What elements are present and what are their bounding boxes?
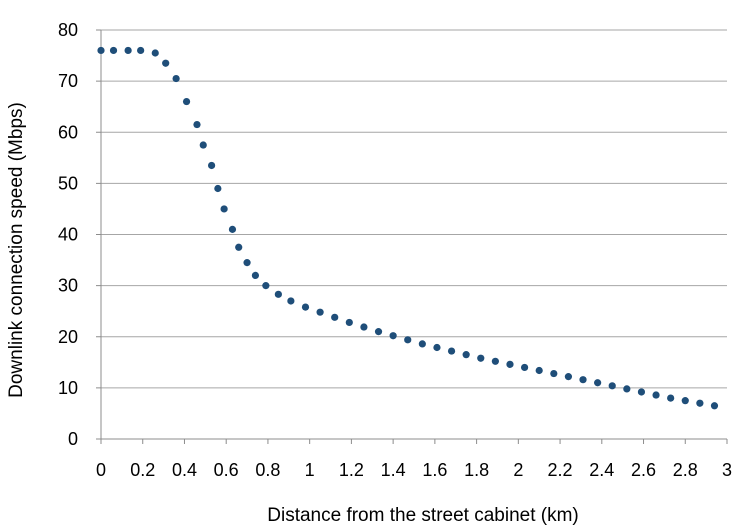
data-point [477, 354, 485, 362]
data-point [287, 297, 295, 305]
y-tick-label: 20 [58, 327, 78, 347]
x-tick-label: 1.2 [339, 460, 364, 480]
data-point [462, 351, 470, 359]
x-tick-label: 3 [722, 460, 732, 480]
data-point [137, 46, 145, 55]
data-point [520, 363, 529, 372]
data-point [151, 49, 159, 57]
data-point [331, 313, 339, 321]
data-point [374, 328, 383, 336]
x-tick-labels: 0 0.2 0.4 0.6 0.8 1 1.2 1.4 1.6 1.8 2 2.2 2.4 2.6 2.8 3 [96, 460, 732, 480]
data-point [243, 259, 251, 267]
x-tick-label: 0.4 [172, 460, 197, 480]
y-tick-label: 30 [58, 276, 78, 296]
x-tick-label: 2.2 [548, 460, 573, 480]
data-point [193, 120, 201, 129]
data-point [681, 397, 689, 405]
data-point [199, 141, 207, 149]
data-point [623, 385, 631, 393]
data-point [637, 388, 646, 396]
data-point [710, 402, 719, 410]
x-tick-label: 2.4 [589, 460, 614, 480]
data-point [316, 308, 324, 316]
x-tick-label: 2.8 [673, 460, 698, 480]
gridlines [101, 29, 727, 389]
data-point [579, 376, 587, 384]
data-point [418, 340, 426, 348]
data-point [652, 391, 660, 399]
x-tick-label: 2.6 [631, 460, 656, 480]
x-tick-label: 2 [513, 460, 523, 480]
data-point [207, 161, 216, 170]
x-tick-label: 0.8 [255, 460, 280, 480]
data-point [235, 243, 243, 251]
data-point [182, 97, 191, 106]
data-point [97, 46, 105, 55]
data-point [301, 303, 310, 311]
data-point [594, 379, 602, 387]
y-tick-label: 70 [58, 71, 78, 91]
data-point [228, 225, 237, 233]
y-tick-label: 50 [58, 173, 78, 193]
data-point [109, 46, 118, 55]
data-point [564, 373, 573, 381]
data-point [162, 59, 170, 67]
data-point [274, 290, 282, 298]
data-point [550, 369, 558, 378]
data-series [97, 46, 719, 410]
data-point [667, 394, 675, 402]
data-point [447, 347, 456, 355]
data-point [220, 205, 228, 213]
axes [96, 29, 728, 444]
data-point [251, 271, 260, 279]
y-tick-label: 40 [58, 225, 78, 245]
y-tick-labels: 0 10 20 30 40 50 60 70 80 [58, 20, 78, 449]
data-point [696, 399, 704, 407]
x-tick-label: 0 [96, 460, 106, 480]
data-point [389, 332, 397, 340]
y-tick-label: 60 [58, 122, 78, 142]
data-point [124, 46, 132, 55]
data-point [506, 360, 514, 368]
data-point [433, 343, 441, 352]
data-point [214, 184, 222, 193]
x-tick-label: 1.4 [381, 460, 406, 480]
data-point [608, 382, 616, 390]
data-point [345, 318, 353, 327]
x-tick-label: 1 [305, 460, 315, 480]
y-tick-label: 0 [68, 429, 78, 449]
data-point [360, 323, 368, 331]
x-axis-label: Distance from the street cabinet (km) [267, 505, 579, 526]
y-tick-label: 80 [58, 20, 78, 40]
data-point [172, 74, 180, 83]
data-point [535, 366, 543, 375]
x-tick-label: 0.6 [214, 460, 239, 480]
data-point [262, 282, 270, 290]
x-tick-label: 1.6 [422, 460, 447, 480]
x-tick-label: 1.8 [464, 460, 489, 480]
x-tick-label: 0.2 [130, 460, 155, 480]
data-point [404, 336, 412, 344]
y-tick-label: 10 [58, 378, 78, 398]
data-point [491, 357, 499, 365]
y-axis-label: Downlink connection speed (Mbps) [6, 102, 27, 398]
